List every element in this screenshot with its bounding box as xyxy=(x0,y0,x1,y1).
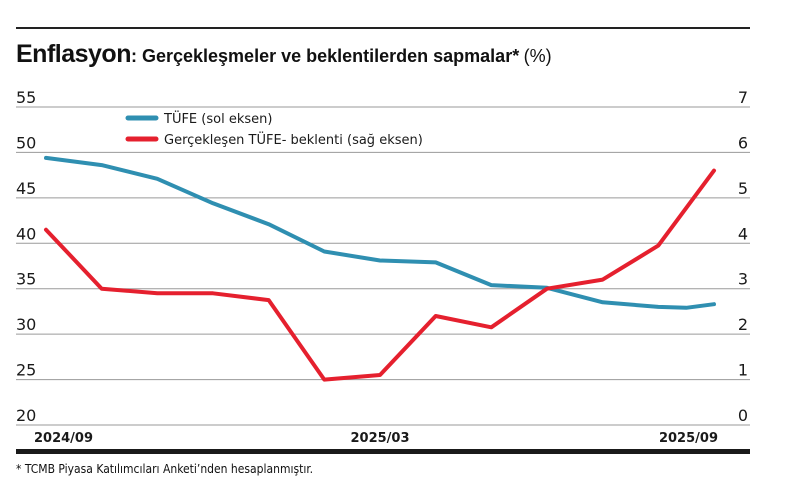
x-tick-label: 2025/09 xyxy=(659,431,718,446)
x-tick-label: 2024/09 xyxy=(34,431,93,446)
footnote: * TCMB Piyasa Katılımcıları Anketi’nden … xyxy=(16,462,314,476)
legend-label: Gerçekleşen TÜFE- beklenti (sağ eksen) xyxy=(164,131,423,148)
right-tick-label: 2 xyxy=(738,315,748,334)
title-unit: (%) xyxy=(523,46,552,66)
legend-label: TÜFE (sol eksen) xyxy=(163,110,272,127)
right-tick-label: 4 xyxy=(738,224,748,243)
left-tick-label: 50 xyxy=(16,133,36,152)
left-tick-label: 35 xyxy=(16,270,36,289)
chart-title: Enflasyon: Gerçekleşmeler ve beklentiler… xyxy=(16,40,552,69)
right-tick-label: 6 xyxy=(738,133,748,152)
title-main: Enflasyon xyxy=(16,40,131,68)
bottom-rule xyxy=(16,449,750,454)
right-tick-label: 3 xyxy=(738,270,748,289)
left-tick-label: 45 xyxy=(16,179,36,198)
right-tick-label: 5 xyxy=(738,179,748,198)
left-tick-label: 30 xyxy=(16,315,36,334)
left-tick-label: 40 xyxy=(16,224,36,243)
title-subtitle: : Gerçekleşmeler ve beklentilerden sapma… xyxy=(130,46,520,66)
left-tick-label: 25 xyxy=(16,361,36,380)
right-tick-label: 1 xyxy=(738,361,748,380)
deviation-series-line xyxy=(44,168,716,382)
right-tick-label: 0 xyxy=(738,406,748,425)
tufe-series-line xyxy=(44,155,716,310)
x-tick-label: 2025/03 xyxy=(350,431,409,446)
top-rule xyxy=(16,27,750,29)
right-tick-label: 7 xyxy=(738,88,748,107)
left-tick-label: 55 xyxy=(16,88,36,107)
left-tick-label: 20 xyxy=(16,406,36,425)
